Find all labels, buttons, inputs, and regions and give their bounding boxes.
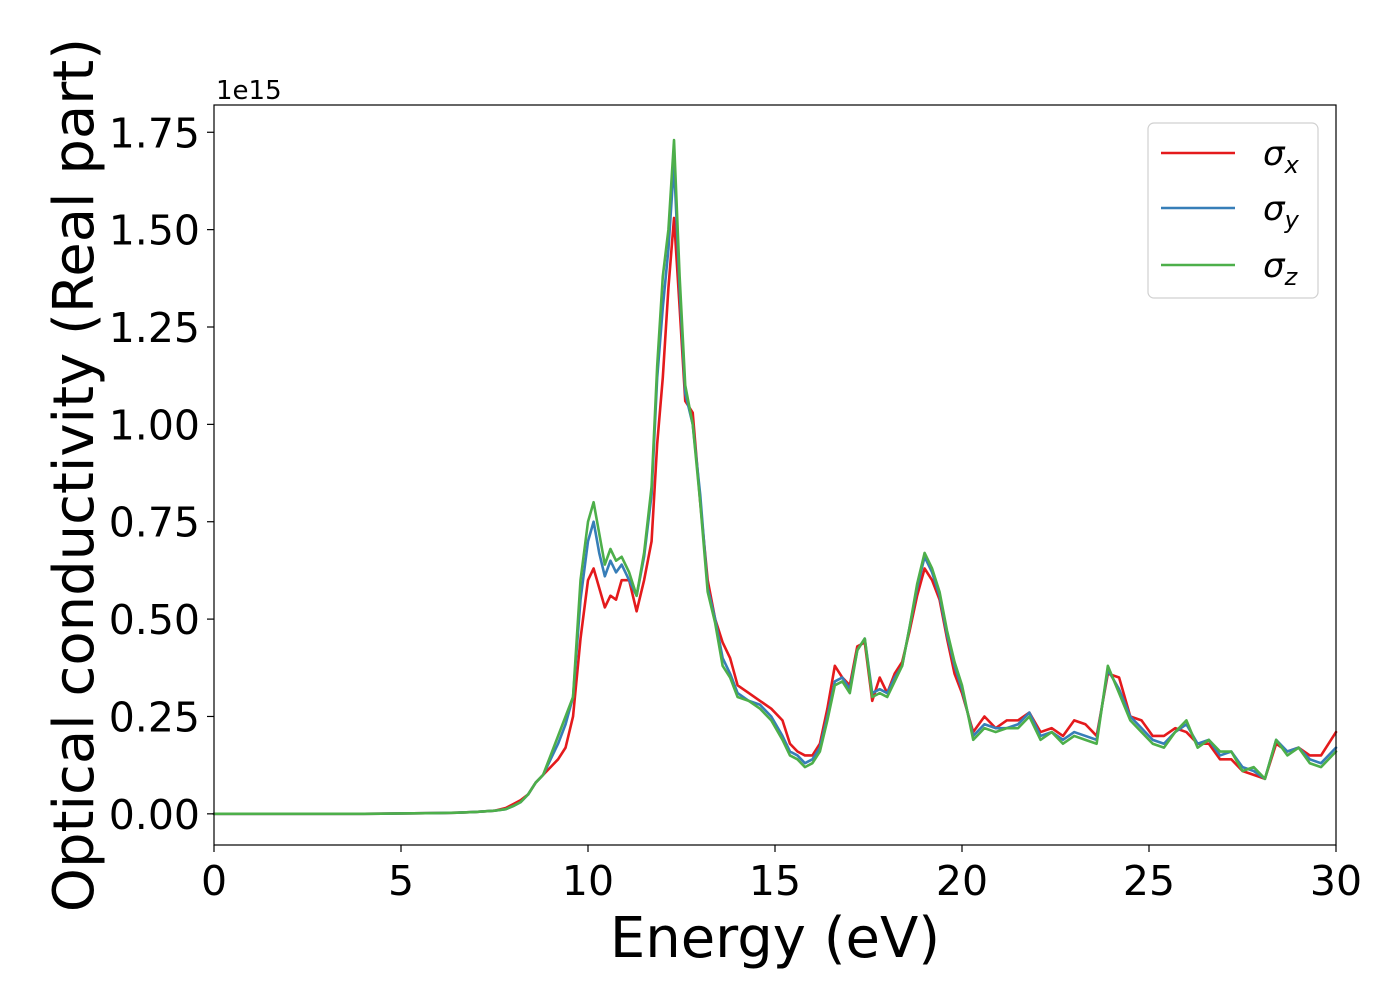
series-line-1 — [212, 216, 1338, 816]
y-tick-label: 0.25 — [109, 693, 200, 741]
y-tick-label: 1.00 — [109, 401, 200, 449]
legend: σx σy σz — [1147, 122, 1319, 299]
x-tick-label: 5 — [388, 857, 414, 905]
series-line-3 — [212, 138, 1338, 816]
y-tick-label: 1.75 — [109, 109, 200, 157]
x-tick-label: 30 — [1310, 857, 1362, 905]
x-tick-label: 25 — [1123, 857, 1175, 905]
x-axis-label: Energy (eV) — [610, 906, 940, 971]
y-axis-offset-label: 1e15 — [216, 76, 282, 106]
x-axis-ticks: 0 5 10 15 20 25 30 — [201, 845, 1362, 905]
x-tick-label: 0 — [201, 857, 227, 905]
y-tick-label: 1.25 — [109, 304, 200, 352]
y-tick-label: 0.00 — [109, 791, 200, 839]
y-tick-label: 0.50 — [109, 596, 200, 644]
legend-label: σy — [1263, 189, 1300, 234]
legend-label: σz — [1263, 246, 1299, 291]
legend-box — [1147, 122, 1319, 299]
y-axis-label: Optical conductivity (Real part) — [42, 38, 107, 912]
x-tick-label: 20 — [936, 857, 988, 905]
y-axis-ticks: 0.00 0.25 0.50 0.75 1.00 1.25 1.50 1.75 — [109, 109, 214, 839]
series-layer — [212, 138, 1338, 816]
series-line-2 — [212, 162, 1338, 816]
x-tick-label: 15 — [749, 857, 801, 905]
x-tick-label: 10 — [562, 857, 614, 905]
y-tick-label: 0.75 — [109, 499, 200, 547]
legend-label: σx — [1263, 134, 1300, 179]
y-tick-label: 1.50 — [109, 207, 200, 255]
